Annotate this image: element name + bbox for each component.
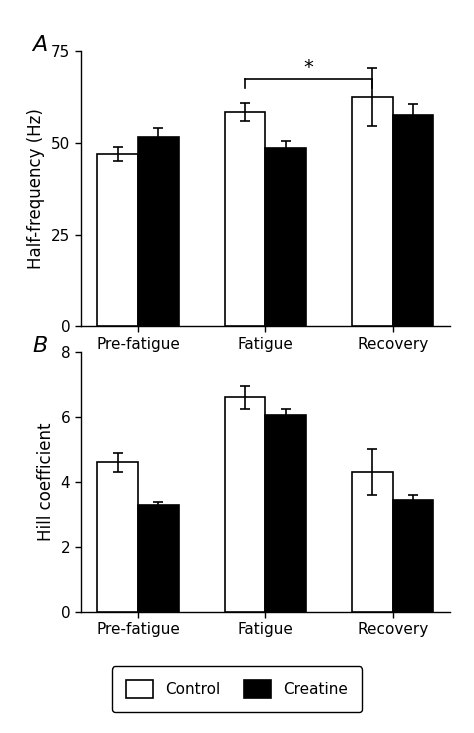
Y-axis label: Half-frequency (Hz): Half-frequency (Hz) <box>27 108 46 269</box>
Legend: Control, Creatine: Control, Creatine <box>112 666 362 712</box>
Bar <box>138 505 179 612</box>
Bar <box>352 97 393 326</box>
Bar <box>138 138 179 326</box>
Text: B: B <box>33 336 48 356</box>
Text: *: * <box>304 58 314 77</box>
Bar <box>265 416 306 612</box>
Text: A: A <box>33 34 48 55</box>
Bar <box>393 500 434 612</box>
Bar <box>97 154 138 326</box>
Bar <box>352 472 393 612</box>
Bar <box>225 397 265 612</box>
Bar <box>225 111 265 326</box>
Y-axis label: Hill coefficient: Hill coefficient <box>37 423 55 541</box>
Bar <box>393 115 434 326</box>
Bar <box>265 148 306 326</box>
Bar <box>97 463 138 612</box>
